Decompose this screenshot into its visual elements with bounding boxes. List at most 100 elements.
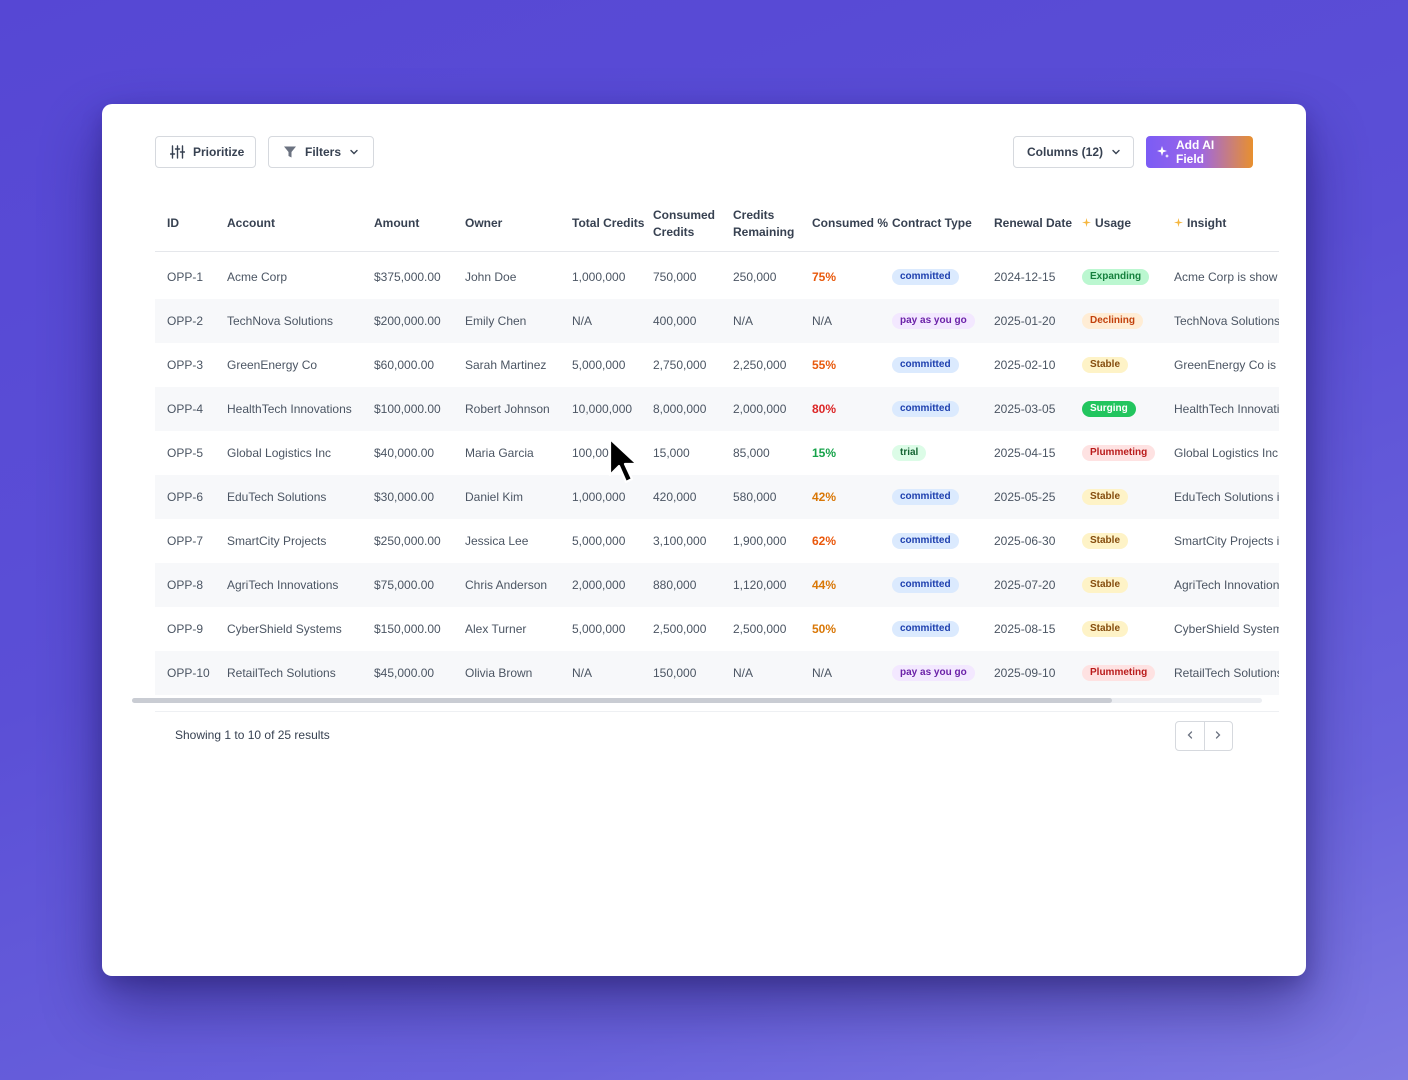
table-row[interactable]: OPP-6 EduTech Solutions $30,000.00 Daniel K…: [155, 475, 1279, 519]
cell-text: 880,000: [653, 578, 697, 592]
cell-contract: committed: [892, 475, 992, 519]
next-page-button[interactable]: [1203, 722, 1233, 750]
cell-text: RetailTech Solutions: [1174, 666, 1279, 680]
cell-text: 5,000,000: [572, 622, 626, 636]
cell-text: HealthTech Innovati: [1174, 402, 1279, 416]
sparkles-icon: [1156, 145, 1170, 159]
contract-type-badge: committed: [892, 533, 959, 549]
cell-text: N/A: [572, 314, 593, 328]
cell-amount: $375,000.00: [374, 255, 463, 299]
column-header-renewal[interactable]: Renewal Date: [994, 196, 1080, 251]
cell-insight: CyberShield System: [1174, 607, 1279, 651]
cell-text: EduTech Solutions: [227, 490, 327, 504]
cell-usage: Stable: [1082, 607, 1172, 651]
table-header: ID Account Amount Owner Total Credits Consume…: [155, 196, 1279, 252]
cell-text: 2,000,000: [733, 402, 787, 416]
column-header-owner[interactable]: Owner: [465, 196, 570, 251]
table-row[interactable]: OPP-10 RetailTech Solutions $45,000.00 Oliv…: [155, 651, 1279, 695]
column-header-account[interactable]: Account: [227, 196, 372, 251]
cell-text: OPP-6: [167, 490, 204, 504]
cell-text: 2025-04-15: [994, 446, 1056, 460]
column-header-consumed[interactable]: Consumed Credits: [653, 196, 731, 251]
cell-usage: Stable: [1082, 343, 1172, 387]
cell-text: Olivia Brown: [465, 666, 533, 680]
column-header-label: Usage: [1095, 216, 1132, 230]
cell-pct: 62%: [812, 519, 890, 563]
cell-text: 50%: [812, 622, 837, 636]
column-header-remaining[interactable]: Credits Remaining: [733, 196, 810, 251]
cell-text: 42%: [812, 490, 837, 504]
cell-remaining: 580,000: [733, 475, 810, 519]
table-row[interactable]: OPP-7 SmartCity Projects $250,000.00 Jessic…: [155, 519, 1279, 563]
contract-type-badge: committed: [892, 401, 959, 417]
cell-amount: $45,000.00: [374, 651, 463, 695]
contract-type-badge: committed: [892, 269, 959, 285]
cell-renewal: 2025-08-15: [994, 607, 1080, 651]
column-header-usage[interactable]: Usage: [1082, 196, 1172, 251]
cell-insight: AgriTech Innovation: [1174, 563, 1279, 607]
cell-amount: $40,000.00: [374, 431, 463, 475]
table-row[interactable]: OPP-4 HealthTech Innovations $100,000.00 Ro…: [155, 387, 1279, 431]
table-row[interactable]: OPP-5 Global Logistics Inc $40,000.00 Maria…: [155, 431, 1279, 475]
cell-remaining: 250,000: [733, 255, 810, 299]
cell-owner: Sarah Martinez: [465, 343, 570, 387]
column-header-insight[interactable]: Insight: [1174, 196, 1279, 251]
cell-total: 100,000: [572, 431, 651, 475]
horizontal-scrollbar[interactable]: [132, 698, 1262, 703]
cell-consumed: 3,100,000: [653, 519, 731, 563]
column-header-pct[interactable]: Consumed %: [812, 196, 890, 251]
table-row[interactable]: OPP-1 Acme Corp $375,000.00 John Doe 1,000,0…: [155, 255, 1279, 299]
contract-type-badge: pay as you go: [892, 313, 975, 329]
columns-button[interactable]: Columns (12): [1013, 136, 1134, 168]
cell-renewal: 2025-01-20: [994, 299, 1080, 343]
cell-id: OPP-5: [167, 431, 225, 475]
cell-text: OPP-7: [167, 534, 204, 548]
cell-remaining: N/A: [733, 651, 810, 695]
add-ai-field-button[interactable]: Add AI Field: [1146, 136, 1253, 168]
cell-text: 2024-12-15: [994, 270, 1056, 284]
filters-button[interactable]: Filters: [268, 136, 374, 168]
cell-remaining: 1,900,000: [733, 519, 810, 563]
cell-text: $30,000.00: [374, 490, 435, 504]
cell-insight: EduTech Solutions i: [1174, 475, 1279, 519]
cell-text: OPP-1: [167, 270, 204, 284]
columns-label: Columns (12): [1027, 145, 1104, 159]
table-row[interactable]: OPP-9 CyberShield Systems $150,000.00 Alex …: [155, 607, 1279, 651]
prioritize-button[interactable]: Prioritize: [155, 136, 256, 168]
previous-page-button[interactable]: [1176, 722, 1204, 750]
cell-text: John Doe: [465, 270, 517, 284]
column-header-contract[interactable]: Contract Type: [892, 196, 992, 251]
cell-text: 85,000: [733, 446, 770, 460]
cell-usage: Surging: [1082, 387, 1172, 431]
cell-total: 1,000,000: [572, 475, 651, 519]
table-row[interactable]: OPP-2 TechNova Solutions $200,000.00 Emily …: [155, 299, 1279, 343]
cell-renewal: 2024-12-15: [994, 255, 1080, 299]
cell-text: 8,000,000: [653, 402, 707, 416]
cell-owner: Chris Anderson: [465, 563, 570, 607]
column-header-id[interactable]: ID: [167, 196, 225, 251]
column-header-amount[interactable]: Amount: [374, 196, 463, 251]
mouse-cursor-icon: [608, 437, 642, 487]
cell-text: $40,000.00: [374, 446, 435, 460]
cell-text: N/A: [733, 666, 754, 680]
cell-text: 75%: [812, 270, 837, 284]
cell-consumed: 880,000: [653, 563, 731, 607]
cell-text: CyberShield Systems: [227, 622, 342, 636]
pagination: [1175, 721, 1233, 751]
usage-badge: Stable: [1082, 489, 1129, 505]
cell-total: 10,000,000: [572, 387, 651, 431]
cell-text: 2,750,000: [653, 358, 707, 372]
cell-pct: 55%: [812, 343, 890, 387]
filters-label: Filters: [305, 145, 342, 159]
cell-text: 2,500,000: [733, 622, 787, 636]
table-row[interactable]: OPP-3 GreenEnergy Co $60,000.00 Sarah Marti…: [155, 343, 1279, 387]
cell-text: OPP-2: [167, 314, 204, 328]
column-header-label: Contract Type: [892, 216, 972, 230]
contract-type-badge: committed: [892, 621, 959, 637]
cell-owner: Daniel Kim: [465, 475, 570, 519]
column-header-label: Owner: [465, 216, 503, 230]
scrollbar-thumb[interactable]: [132, 698, 1112, 703]
cell-id: OPP-6: [167, 475, 225, 519]
table-row[interactable]: OPP-8 AgriTech Innovations $75,000.00 Chris…: [155, 563, 1279, 607]
column-header-total[interactable]: Total Credits: [572, 196, 651, 251]
